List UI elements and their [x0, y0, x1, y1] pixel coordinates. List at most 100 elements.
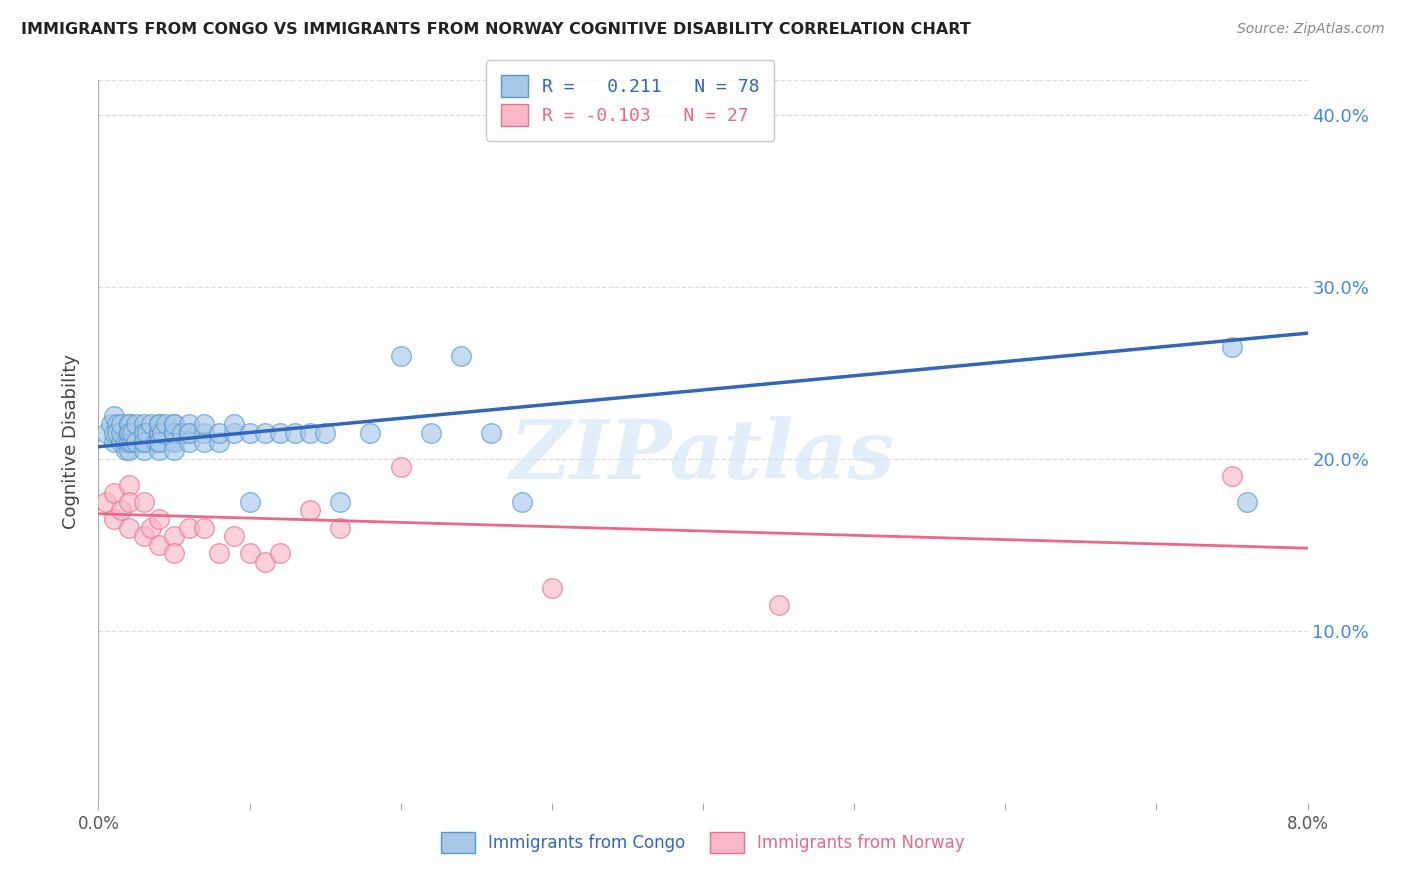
Point: [148, 425, 170, 440]
Point: [118, 477, 141, 491]
Point: [253, 425, 276, 440]
Point: [114, 443, 136, 458]
Point: [132, 417, 155, 432]
Point: [110, 425, 132, 440]
Point: [132, 425, 155, 440]
Point: [103, 434, 125, 449]
Point: [145, 434, 167, 449]
Point: [193, 434, 215, 449]
Point: [105, 417, 128, 432]
Point: [239, 494, 262, 508]
Point: [179, 425, 201, 440]
Point: [481, 425, 503, 440]
Point: [132, 443, 155, 458]
Point: [224, 425, 246, 440]
Point: [103, 512, 125, 526]
Point: [269, 546, 291, 560]
Point: [163, 546, 186, 560]
Point: [179, 434, 201, 449]
Point: [193, 425, 215, 440]
Y-axis label: Cognitive Disability: Cognitive Disability: [62, 354, 80, 529]
Point: [179, 520, 201, 534]
Point: [118, 434, 141, 449]
Point: [208, 546, 231, 560]
Point: [1220, 469, 1243, 483]
Point: [163, 425, 186, 440]
Point: [141, 520, 163, 534]
Point: [125, 417, 148, 432]
Point: [389, 460, 412, 475]
Point: [360, 425, 382, 440]
Point: [148, 538, 170, 552]
Point: [148, 417, 170, 432]
Point: [118, 425, 141, 440]
Point: [125, 434, 148, 449]
Point: [269, 425, 291, 440]
Point: [103, 486, 125, 500]
Point: [239, 425, 262, 440]
Point: [141, 417, 163, 432]
Point: [163, 434, 186, 449]
Point: [103, 425, 125, 440]
Text: IMMIGRANTS FROM CONGO VS IMMIGRANTS FROM NORWAY COGNITIVE DISABILITY CORRELATION: IMMIGRANTS FROM CONGO VS IMMIGRANTS FROM…: [21, 22, 970, 37]
Point: [239, 546, 262, 560]
Point: [510, 494, 533, 508]
Point: [148, 434, 170, 449]
Point: [132, 494, 155, 508]
Point: [155, 417, 177, 432]
Point: [118, 434, 141, 449]
Point: [299, 503, 322, 517]
Point: [224, 529, 246, 543]
Point: [132, 529, 155, 543]
Point: [132, 434, 155, 449]
Point: [110, 417, 132, 432]
Point: [329, 520, 352, 534]
Point: [179, 425, 201, 440]
Point: [148, 434, 170, 449]
Point: [118, 520, 141, 534]
Point: [163, 417, 186, 432]
Point: [163, 529, 186, 543]
Point: [118, 443, 141, 458]
Point: [118, 425, 141, 440]
Point: [163, 443, 186, 458]
Point: [148, 425, 170, 440]
Legend: Immigrants from Congo, Immigrants from Norway: Immigrants from Congo, Immigrants from N…: [434, 826, 972, 860]
Point: [163, 425, 186, 440]
Point: [121, 425, 143, 440]
Point: [768, 598, 790, 612]
Point: [208, 425, 231, 440]
Point: [193, 520, 215, 534]
Point: [253, 555, 276, 569]
Point: [103, 409, 125, 423]
Point: [450, 349, 472, 363]
Point: [94, 494, 117, 508]
Point: [193, 417, 215, 432]
Point: [121, 434, 143, 449]
Point: [163, 425, 186, 440]
Point: [110, 503, 132, 517]
Point: [170, 425, 193, 440]
Point: [299, 425, 322, 440]
Point: [114, 434, 136, 449]
Point: [118, 417, 141, 432]
Point: [118, 425, 141, 440]
Point: [389, 349, 412, 363]
Point: [132, 425, 155, 440]
Point: [150, 425, 173, 440]
Point: [224, 417, 246, 432]
Point: [132, 434, 155, 449]
Point: [540, 581, 562, 595]
Point: [1236, 494, 1258, 508]
Point: [163, 434, 186, 449]
Text: ZIPatlas: ZIPatlas: [510, 416, 896, 496]
Point: [314, 425, 336, 440]
Point: [179, 417, 201, 432]
Point: [118, 417, 141, 432]
Point: [284, 425, 307, 440]
Point: [100, 417, 122, 432]
Point: [110, 434, 132, 449]
Point: [163, 417, 186, 432]
Point: [208, 434, 231, 449]
Point: [329, 494, 352, 508]
